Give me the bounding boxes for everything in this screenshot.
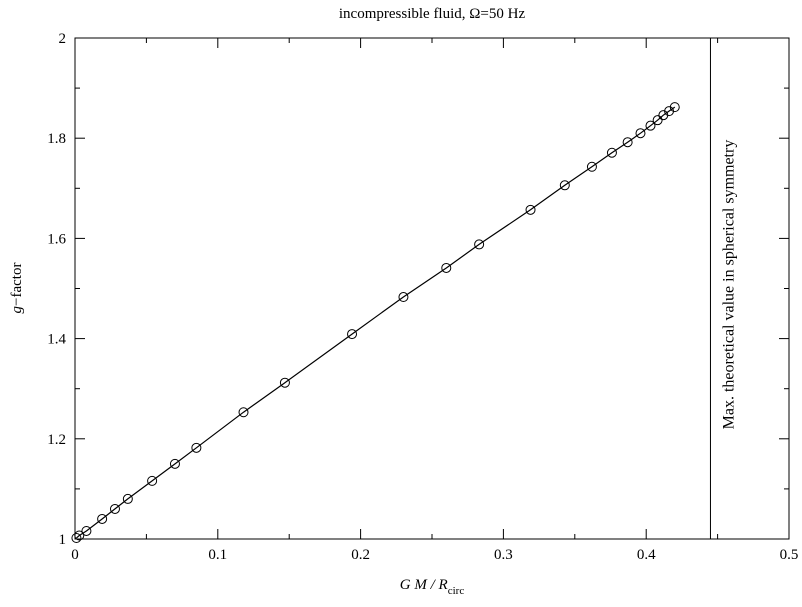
data-point <box>71 532 82 543</box>
data-point <box>606 147 617 158</box>
y-axis-label-rest: −factor <box>9 263 25 306</box>
data-point <box>622 137 633 148</box>
data-point <box>559 180 570 191</box>
x-axis-label-main: G M / R <box>400 577 448 593</box>
y-tick-label: 1 <box>59 532 67 548</box>
data-point <box>74 530 85 541</box>
data-point <box>645 120 656 131</box>
data-point <box>441 262 452 273</box>
series-line <box>76 106 676 539</box>
data-point <box>122 493 133 504</box>
data-point <box>279 377 290 388</box>
x-tick-label: 0.5 <box>780 547 799 563</box>
x-tick-label: 0.2 <box>351 547 370 563</box>
x-axis-label: G M / Rcirc <box>400 577 465 597</box>
y-tick-label: 2 <box>59 31 67 47</box>
x-tick-label: 0.4 <box>637 547 656 563</box>
data-point <box>109 503 120 514</box>
y-axis: 1 1.2 1.4 1.6 1.8 2 <box>47 31 789 548</box>
y-tick-label: 1.6 <box>47 231 66 247</box>
y-axis-label: g−factor <box>9 263 25 314</box>
y-tick-label: 1.4 <box>47 332 66 348</box>
data-point <box>525 204 536 215</box>
x-axis: 0 0.1 0.2 0.3 0.4 0.5 <box>71 38 798 563</box>
chart-title: incompressible fluid, Ω=50 Hz <box>339 6 526 22</box>
data-point <box>347 329 358 340</box>
y-tick-label: 1.2 <box>47 432 66 448</box>
series-layer <box>71 102 680 543</box>
y-axis-label-italic: g <box>9 305 25 313</box>
data-point <box>169 458 180 469</box>
data-point <box>81 525 92 536</box>
y-tick-label: 1.8 <box>47 131 66 147</box>
data-point <box>398 292 409 303</box>
data-point <box>635 128 646 139</box>
data-point <box>669 102 680 113</box>
data-point <box>97 513 108 524</box>
data-point <box>652 115 663 126</box>
data-point <box>191 442 202 453</box>
data-point <box>586 161 597 172</box>
data-point <box>474 239 485 250</box>
data-point <box>238 407 249 418</box>
data-point <box>147 475 158 486</box>
max-value-label: Max. theoretical value in spherical symm… <box>720 140 737 430</box>
x-axis-label-subscript: circ <box>448 585 465 597</box>
x-tick-label: 0.3 <box>494 547 513 563</box>
x-tick-label: 0.1 <box>208 547 227 563</box>
x-tick-label: 0 <box>71 547 79 563</box>
plot-frame <box>74 37 790 540</box>
